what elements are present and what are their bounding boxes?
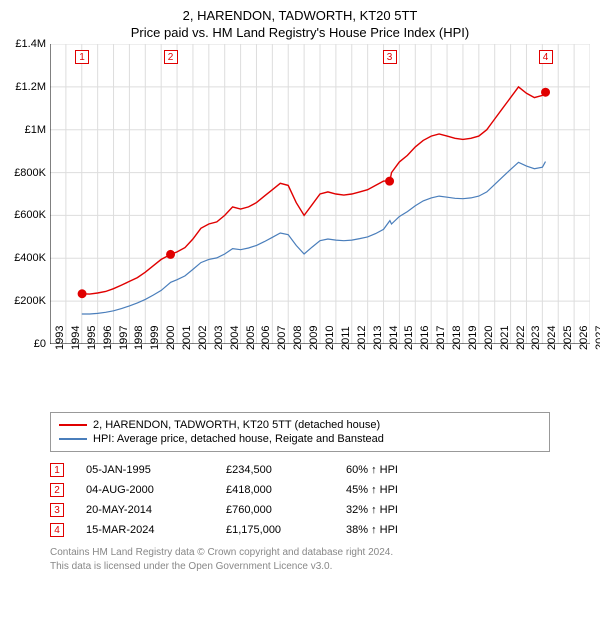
row-date: 04-AUG-2000 (86, 484, 226, 496)
row-index: 3 (50, 503, 64, 517)
x-tick-label: 2022 (515, 326, 527, 350)
row-pct: 60% ↑ HPI (346, 464, 398, 476)
transaction-table: 1 05-JAN-1995£234,50060% ↑ HPI 2 04-AUG-200… (50, 460, 550, 540)
legend-label: 2, HARENDON, TADWORTH, KT20 5TT (detache… (93, 419, 380, 431)
row-index: 2 (50, 483, 64, 497)
x-tick-label: 2012 (356, 326, 368, 350)
x-tick-label: 2027 (594, 326, 600, 350)
x-tick-label: 2007 (276, 326, 288, 350)
legend-item: 2, HARENDON, TADWORTH, KT20 5TT (detache… (59, 418, 541, 432)
attribution: Contains HM Land Registry data © Crown c… (50, 546, 550, 573)
x-tick-label: 1995 (86, 326, 98, 350)
x-tick-label: 2017 (435, 326, 447, 350)
row-date: 05-JAN-1995 (86, 464, 226, 476)
x-tick-label: 2025 (562, 326, 574, 350)
attribution-line-1: Contains HM Land Registry data © Crown c… (50, 546, 550, 560)
x-tick-label: 2010 (324, 326, 336, 350)
legend-label: HPI: Average price, detached house, Reig… (93, 433, 384, 445)
y-tick-label: £1.2M (15, 81, 46, 93)
legend: 2, HARENDON, TADWORTH, KT20 5TT (detache… (50, 412, 550, 452)
x-tick-label: 2024 (546, 326, 558, 350)
y-tick-label: £1.4M (15, 38, 46, 50)
marker-label: 2 (164, 50, 178, 64)
x-tick-label: 2011 (340, 326, 352, 350)
table-row: 1 05-JAN-1995£234,50060% ↑ HPI (50, 460, 550, 480)
row-date: 15-MAR-2024 (86, 524, 226, 536)
x-tick-label: 1994 (70, 326, 82, 350)
x-tick-label: 2021 (499, 326, 511, 350)
x-tick-label: 2013 (372, 326, 384, 350)
legend-swatch (59, 424, 87, 426)
row-price: £1,175,000 (226, 524, 346, 536)
table-row: 3 20-MAY-2014£760,00032% ↑ HPI (50, 500, 550, 520)
x-tick-label: 2001 (181, 326, 193, 350)
x-tick-label: 2004 (229, 326, 241, 350)
legend-swatch (59, 438, 87, 440)
x-tick-label: 2016 (419, 326, 431, 350)
x-tick-label: 1997 (118, 326, 130, 350)
legend-item: HPI: Average price, detached house, Reig… (59, 432, 541, 446)
x-tick-label: 2008 (292, 326, 304, 350)
y-tick-label: £1M (25, 124, 46, 136)
attribution-line-2: This data is licensed under the Open Gov… (50, 560, 550, 574)
marker-label: 3 (383, 50, 397, 64)
x-tick-label: 2005 (245, 326, 257, 350)
y-tick-label: £0 (34, 338, 46, 350)
table-row: 2 04-AUG-2000£418,00045% ↑ HPI (50, 480, 550, 500)
x-tick-label: 2014 (388, 326, 400, 350)
y-tick-label: £200K (14, 295, 46, 307)
y-tick-label: £800K (14, 167, 46, 179)
row-date: 20-MAY-2014 (86, 504, 226, 516)
line-chart (50, 44, 590, 344)
x-tick-label: 2003 (213, 326, 225, 350)
chart-subtitle: Price paid vs. HM Land Registry's House … (0, 23, 600, 44)
marker-label: 4 (539, 50, 553, 64)
x-tick-label: 2020 (483, 326, 495, 350)
x-tick-label: 1993 (54, 326, 66, 350)
x-tick-label: 1998 (133, 326, 145, 350)
marker-label: 1 (75, 50, 89, 64)
chart-title: 2, HARENDON, TADWORTH, KT20 5TT (0, 0, 600, 23)
x-tick-label: 2002 (197, 326, 209, 350)
x-tick-label: 2019 (467, 326, 479, 350)
x-tick-label: 1999 (149, 326, 161, 350)
x-tick-label: 2026 (578, 326, 590, 350)
row-index: 1 (50, 463, 64, 477)
row-pct: 32% ↑ HPI (346, 504, 398, 516)
x-tick-label: 2000 (165, 326, 177, 350)
x-tick-label: 1996 (102, 326, 114, 350)
y-tick-label: £600K (14, 209, 46, 221)
x-tick-label: 2023 (530, 326, 542, 350)
x-tick-label: 2009 (308, 326, 320, 350)
row-price: £234,500 (226, 464, 346, 476)
row-price: £418,000 (226, 484, 346, 496)
row-pct: 38% ↑ HPI (346, 524, 398, 536)
row-price: £760,000 (226, 504, 346, 516)
table-row: 4 15-MAR-2024£1,175,00038% ↑ HPI (50, 520, 550, 540)
x-tick-label: 2006 (260, 326, 272, 350)
y-tick-label: £400K (14, 252, 46, 264)
chart-area: £0£200K£400K£600K£800K£1M£1.2M£1.4M19931… (50, 44, 590, 374)
x-tick-label: 2015 (403, 326, 415, 350)
row-index: 4 (50, 523, 64, 537)
x-tick-label: 2018 (451, 326, 463, 350)
row-pct: 45% ↑ HPI (346, 484, 398, 496)
